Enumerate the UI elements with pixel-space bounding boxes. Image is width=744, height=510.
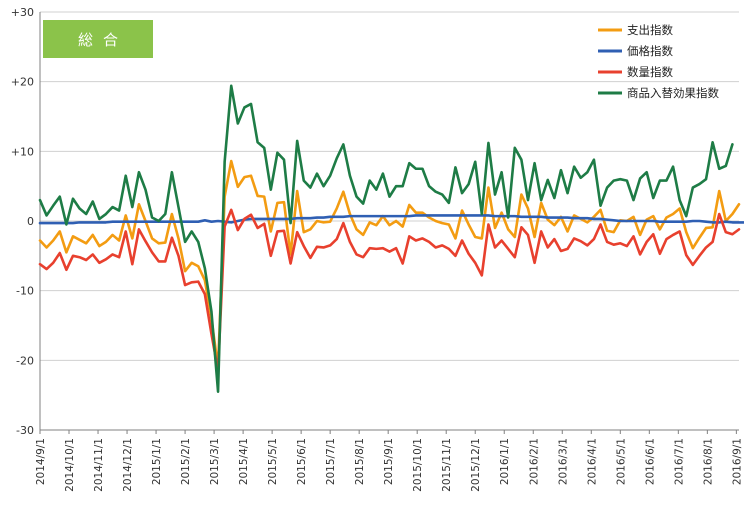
legend-label: 商品入替効果指数: [627, 86, 719, 100]
badge-background: [43, 20, 153, 58]
x-tick-label: 2014/10/1: [64, 438, 76, 492]
x-tick-label: 2015/8/1: [354, 438, 366, 485]
series-line: [38, 84, 734, 393]
badge: 総合: [43, 20, 153, 58]
legend-label: 数量指数: [627, 65, 673, 79]
y-tick-label: 0: [27, 215, 34, 228]
x-tick-label: 2015/9/1: [383, 438, 395, 485]
x-tick-label: 2016/7/1: [673, 438, 685, 485]
badge-label: 総合: [78, 31, 128, 49]
x-tick-label: 2015/4/1: [238, 438, 250, 485]
x-tick-label: 2015/5/1: [267, 438, 279, 485]
x-tick-label: 2016/6/1: [644, 438, 656, 485]
series-line: [38, 208, 741, 373]
x-tick-label: 2014/9/1: [35, 438, 47, 485]
y-tick-label: -20: [16, 354, 34, 367]
legend-label: 価格指数: [627, 44, 673, 58]
x-tick-label: 2014/12/1: [122, 438, 134, 492]
y-tick-label: -10: [16, 285, 34, 298]
x-tick-label: 2016/8/1: [702, 438, 714, 485]
x-tick-label: 2015/3/1: [209, 438, 221, 485]
x-tick-label: 2016/1/1: [499, 438, 511, 485]
x-tick-label: 2016/4/1: [586, 438, 598, 485]
x-tick-label: 2015/1/1: [151, 438, 163, 485]
x-tick-label: 2015/10/1: [412, 438, 424, 492]
x-tick-label: 2014/11/1: [93, 438, 105, 492]
series-lines: [38, 84, 744, 393]
x-tick-label: 2016/9/1: [731, 438, 743, 485]
x-tick-label: 2015/12/1: [470, 438, 482, 492]
x-tick-label: 2016/2/1: [528, 438, 540, 485]
x-axis: 2014/9/1 2014/10/1 2014/11/1 2014/12/1 2015/…: [35, 430, 743, 492]
y-tick-label: +20: [11, 76, 34, 89]
y-tick-label: -30: [16, 424, 34, 437]
x-tick-label: 2015/11/1: [441, 438, 453, 492]
y-axis: +30 +20 +10 0 -10 -20 -30: [11, 6, 34, 437]
y-tick-label: +30: [11, 6, 34, 19]
x-tick-label: 2016/3/1: [557, 438, 569, 485]
y-tick-label: +10: [11, 145, 34, 158]
x-tick-label: 2015/7/1: [325, 438, 337, 485]
legend-label: 支出指数: [627, 23, 673, 37]
x-tick-label: 2016/5/1: [615, 438, 627, 485]
x-tick-label: 2015/2/1: [180, 438, 192, 485]
x-tick-label: 2015/6/1: [296, 438, 308, 485]
